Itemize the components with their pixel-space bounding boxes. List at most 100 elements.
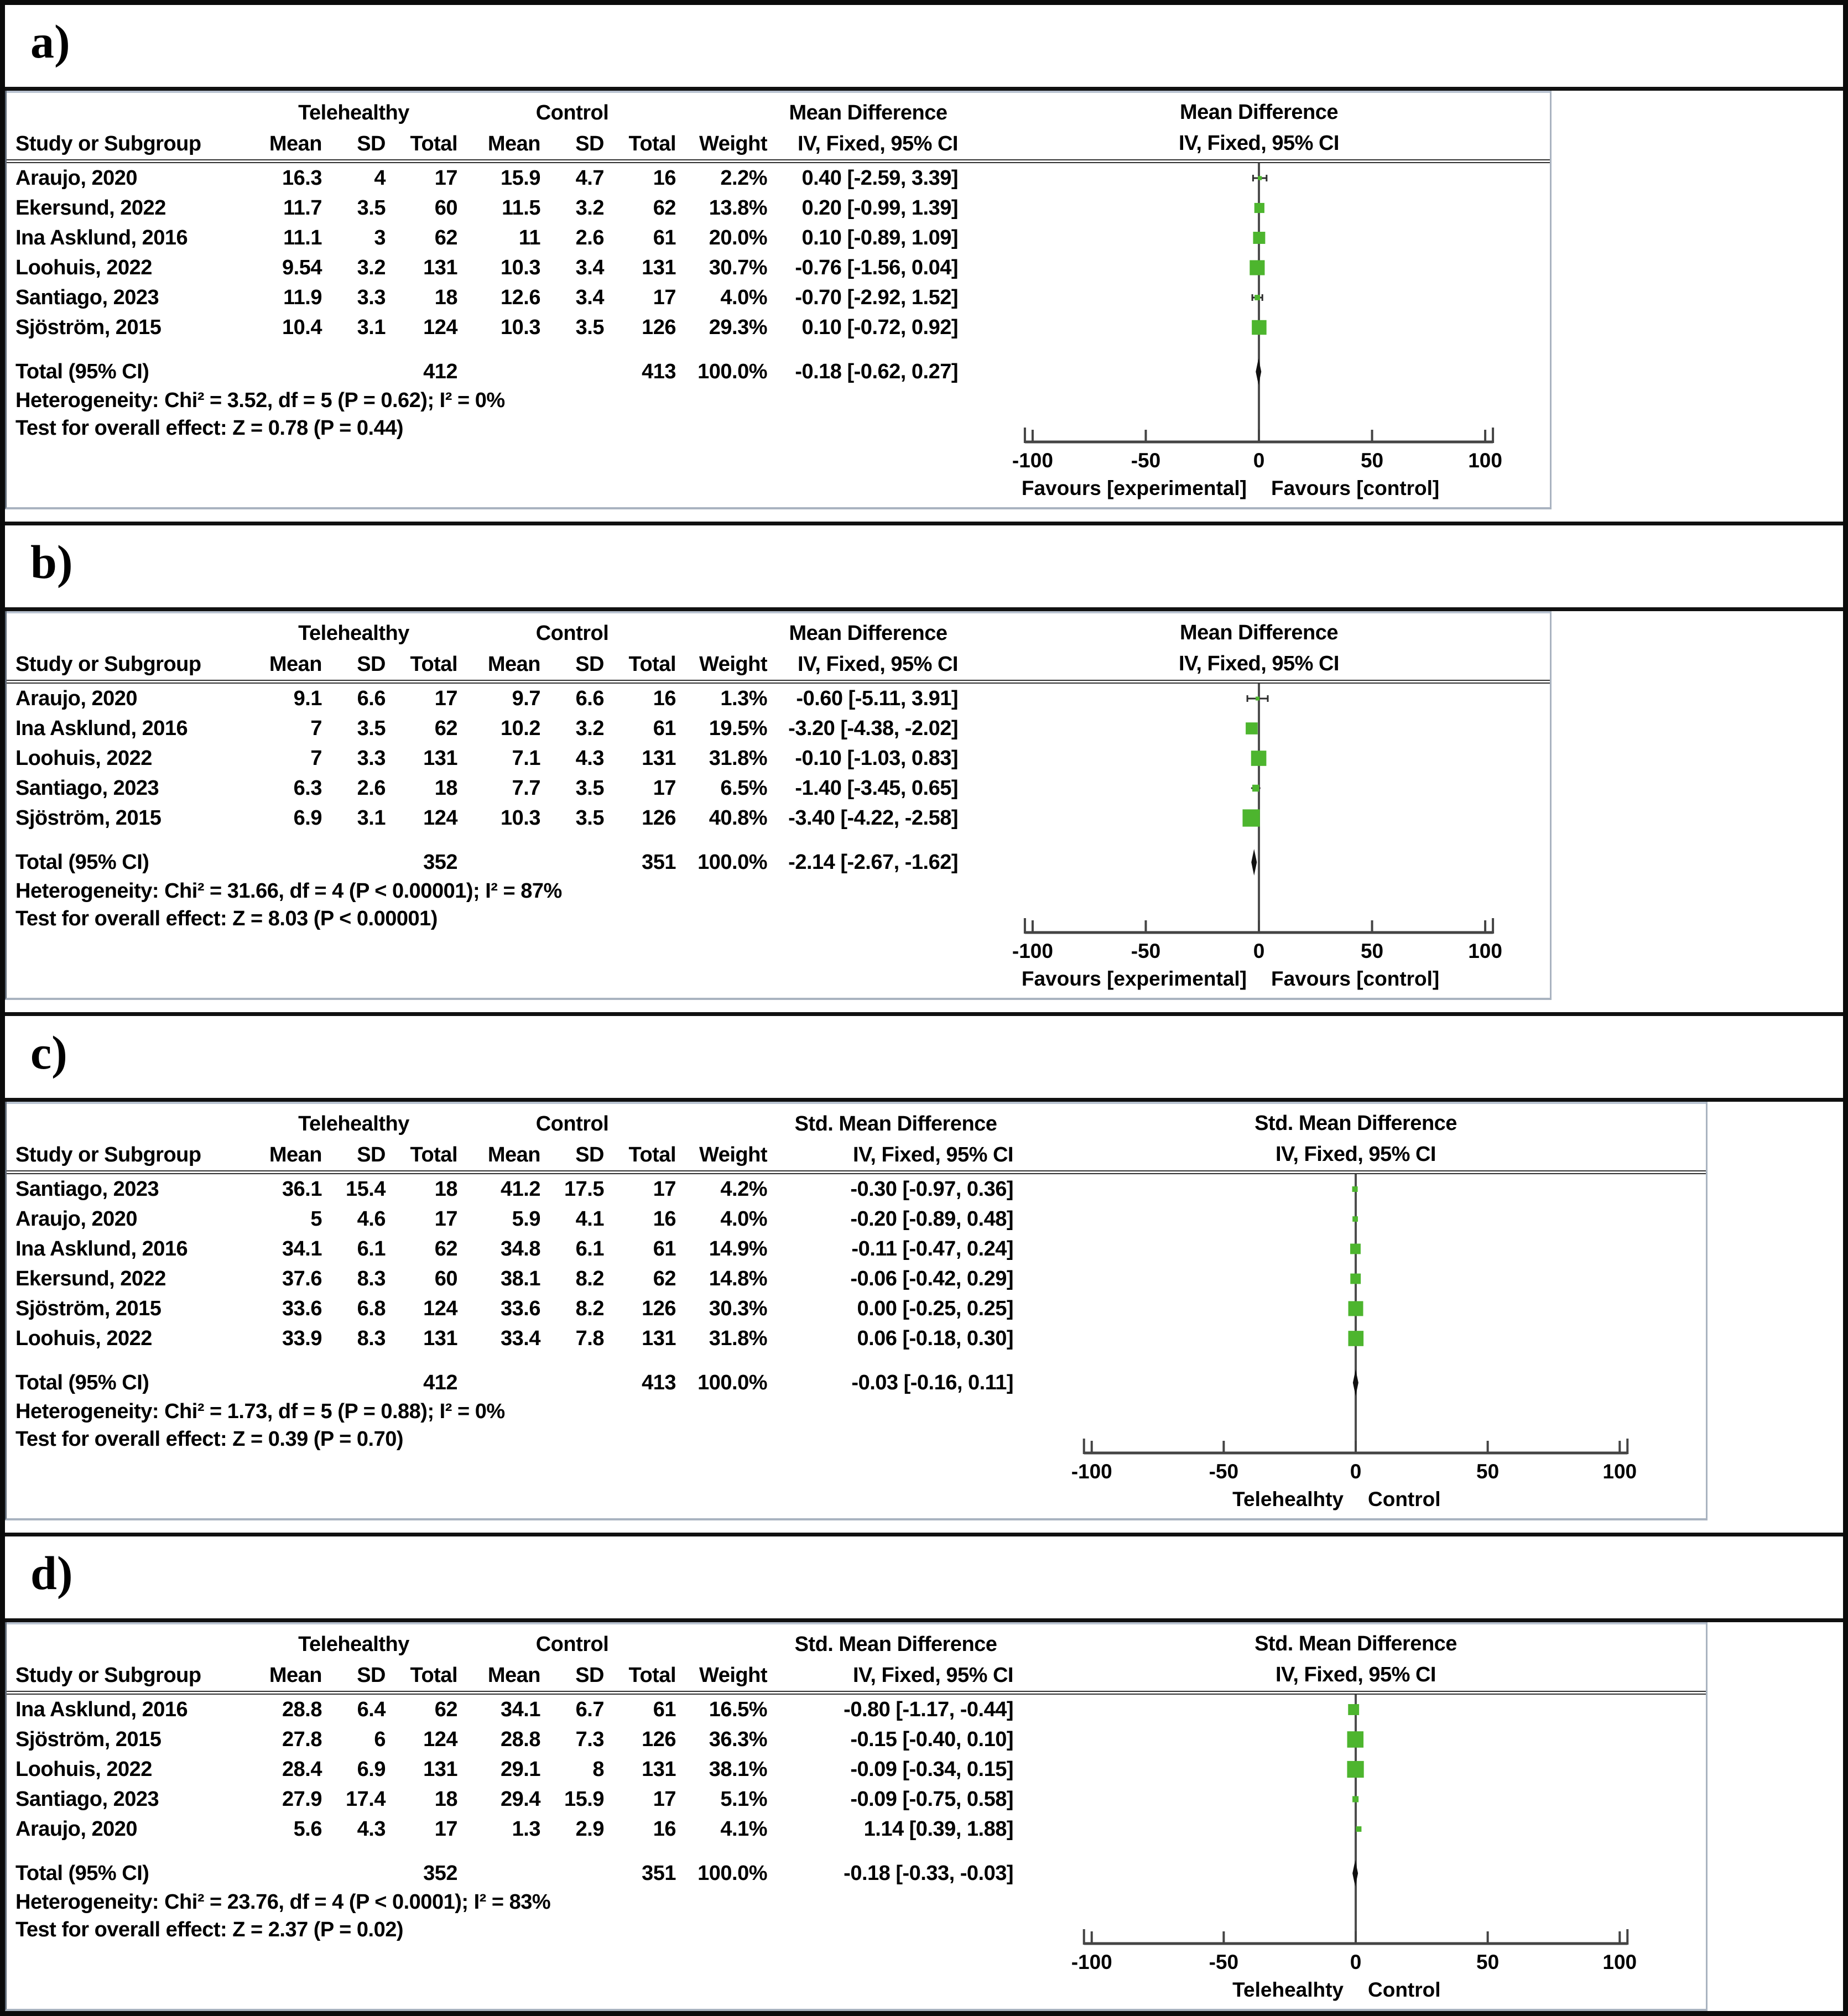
study-c_sd: 17.5 [564, 1178, 604, 1201]
study-name: Santiago, 2023 [15, 1788, 159, 1811]
study-ci_text: -3.20 [-4.38, -2.02] [788, 717, 958, 740]
total-row: Total (95% CI) 352 351 100.0% -0.18 [-0.33, … [7, 1858, 1019, 1888]
effect-square [1252, 784, 1259, 792]
study-c_n: 17 [653, 1788, 676, 1811]
column-header-4: Mean [487, 1143, 541, 1166]
study-c_mean: 34.1 [501, 1698, 540, 1721]
study-c_n: 17 [653, 777, 676, 800]
axis-tick-label: -100 [1012, 940, 1053, 962]
axis-tick-label: -100 [1071, 1951, 1112, 1973]
study-weight: 1.3% [720, 687, 767, 710]
study-t_sd: 3.3 [357, 286, 386, 309]
study-weight: 19.5% [709, 717, 768, 740]
study-t_n: 62 [434, 717, 458, 740]
header-grid: Telehealthy Control Mean Difference Study o… [7, 97, 964, 159]
study-t_sd: 8.3 [357, 1327, 386, 1350]
study-name: Ina Asklund, 2016 [15, 226, 188, 249]
study-name: Ekersund, 2022 [15, 1267, 166, 1290]
study-t_mean: 28.4 [282, 1758, 322, 1781]
study-name: Sjöström, 2015 [15, 1297, 162, 1320]
axis-left-label: Telehealhty [1232, 1488, 1344, 1510]
effect-square [1348, 1331, 1364, 1346]
study-c_sd: 4.3 [575, 747, 605, 770]
study-name: Sjöström, 2015 [15, 806, 162, 830]
study-c_mean: 10.3 [501, 316, 540, 339]
total-n-telehealthy: 352 [423, 851, 457, 874]
study-t_mean: 7 [310, 717, 322, 740]
study-c_n: 61 [653, 717, 676, 740]
study-t_mean: 27.8 [282, 1728, 322, 1751]
study-weight: 5.1% [720, 1788, 767, 1811]
study-c_mean: 9.7 [512, 687, 541, 710]
study-c_mean: 41.2 [501, 1178, 540, 1201]
total-diamond [1352, 1369, 1358, 1396]
study-t_mean: 37.6 [282, 1267, 322, 1290]
study-c_n: 17 [653, 1178, 676, 1201]
study-c_sd: 8.2 [575, 1297, 605, 1320]
study-t_n: 17 [434, 1207, 458, 1231]
forest-plot-panel-d: Telehealthy Control Std. Mean Difference St… [5, 1622, 1708, 2011]
study-c_sd: 3.5 [575, 316, 605, 339]
study-c_n: 126 [642, 1297, 676, 1320]
study-t_n: 131 [423, 1327, 457, 1350]
study-t_n: 124 [423, 1297, 457, 1320]
study-c_sd: 8.2 [575, 1267, 605, 1290]
study-c_n: 126 [642, 806, 676, 830]
study-c_mean: 33.4 [501, 1327, 540, 1350]
study-name: Araujo, 2020 [15, 166, 138, 190]
axis-tick-label: -100 [1071, 1460, 1112, 1483]
panel-label-strip-a: a) [5, 5, 1843, 91]
study-weight: 20.0% [709, 226, 768, 249]
study-c_n: 17 [653, 286, 676, 309]
study-t_sd: 3 [374, 226, 386, 249]
study-weight: 30.3% [709, 1297, 768, 1320]
column-header-3: Total [410, 653, 458, 676]
panel-header: Telehealthy Control Mean Difference Study o… [7, 97, 1550, 163]
study-weight: 4.1% [720, 1817, 767, 1841]
study-t_sd: 3.1 [357, 316, 386, 339]
effect-square [1347, 1760, 1364, 1778]
study-c_sd: 6.7 [575, 1698, 605, 1721]
study-t_mean: 27.9 [282, 1788, 322, 1811]
group2-header: Control [535, 101, 609, 124]
axis-right-label: Favours [control] [1271, 967, 1439, 990]
study-t_sd: 3.5 [357, 717, 386, 740]
study-t_mean: 7 [310, 747, 322, 770]
total-weight: 100.0% [697, 851, 767, 874]
study-c_mean: 10.2 [501, 717, 540, 740]
study-c_n: 62 [653, 1267, 676, 1290]
column-header-1: Mean [269, 1143, 322, 1166]
axis-right-label: Control [1368, 1488, 1441, 1510]
total-row: Total (95% CI) 412 413 100.0% -0.18 [-0.62, … [7, 357, 964, 387]
effect-square [1242, 809, 1260, 827]
study-name: Araujo, 2020 [15, 1207, 138, 1231]
study-name: Araujo, 2020 [15, 687, 138, 710]
column-header-0: Study or Subgroup [15, 1664, 201, 1687]
study-t_mean: 28.8 [282, 1698, 322, 1721]
study-c_n: 16 [653, 687, 676, 710]
effect-square [1246, 722, 1258, 734]
study-c_mean: 15.9 [501, 166, 540, 190]
axis-left-label: Telehealhty [1232, 1978, 1344, 2001]
overall-effect-text: Test for overall effect: Z = 2.37 (P = 0… [15, 1918, 404, 1941]
column-header-3: Total [410, 1664, 458, 1687]
study-ci_text: -0.70 [-2.92, 1.52] [795, 286, 958, 309]
axis-tick-label: 0 [1253, 449, 1265, 472]
study-table: Santiago, 2023 36.1 15.4 18 41.2 17.5 17 4.2% -0… [7, 1174, 1019, 1353]
study-t_sd: 4 [374, 166, 386, 190]
total-diamond [1251, 849, 1257, 876]
study-c_mean: 38.1 [501, 1267, 540, 1290]
study-c_mean: 10.3 [501, 806, 540, 830]
study-t_sd: 6.4 [357, 1698, 386, 1721]
overall-effect-text: Test for overall effect: Z = 0.78 (P = 0… [15, 416, 404, 440]
forest-plot-svg-d: -100 -50 0 50 100 Telehealhty Control [1071, 1695, 1637, 2001]
column-header-6: Total [628, 132, 676, 155]
header-spacer [7, 1629, 244, 1660]
axis-left-label: Favours [experimental] [1022, 967, 1247, 990]
study-t_n: 124 [423, 316, 457, 339]
total-n-control: 351 [642, 1862, 676, 1885]
total-label: Total (95% CI) [15, 360, 149, 383]
overall-effect-text: Test for overall effect: Z = 0.39 (P = 0… [15, 1428, 404, 1451]
column-header-7: Weight [699, 1143, 767, 1166]
